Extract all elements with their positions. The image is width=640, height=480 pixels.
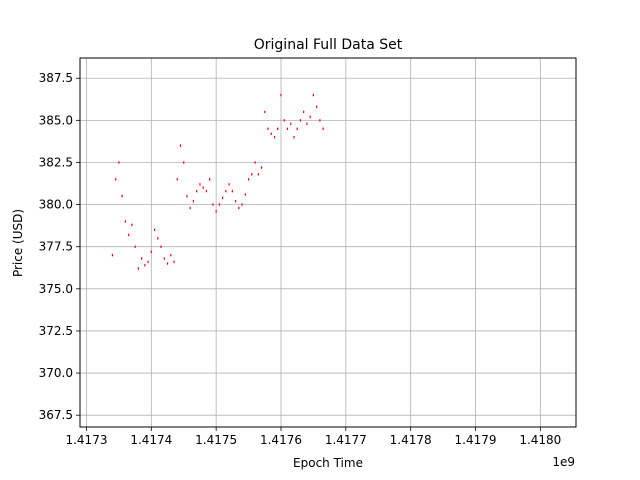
y-tick-label: 385.0 [39, 113, 73, 127]
data-point [257, 173, 259, 176]
grid-lines [80, 58, 576, 427]
data-point [222, 196, 224, 200]
data-point [290, 122, 292, 125]
data-point [293, 135, 295, 139]
data-point [179, 144, 182, 147]
data-point [319, 119, 321, 122]
data-point [238, 206, 240, 210]
data-point [202, 186, 204, 189]
data-point [309, 115, 311, 119]
data-point [118, 161, 120, 164]
data-point [322, 127, 324, 130]
data-point [260, 166, 263, 169]
data-point [196, 189, 198, 193]
y-tick-label: 367.5 [39, 408, 73, 422]
y-axis-ticks: 367.5 370.0 372.5 375.0 377.5 380.0 382.5 385.0… [39, 71, 80, 422]
data-point [215, 210, 217, 213]
data-point [147, 260, 149, 264]
x-tick-label: 1.4178 [390, 433, 432, 447]
data-point [247, 178, 250, 181]
data-point [170, 253, 172, 257]
y-axis-label: Price (USD) [11, 209, 25, 277]
data-point [270, 132, 272, 136]
data-point [228, 183, 230, 186]
data-point [111, 253, 114, 257]
data-point [244, 193, 246, 196]
x-axis-label: Epoch Time [293, 456, 363, 470]
data-point [205, 189, 208, 193]
data-point [218, 203, 220, 206]
data-point [267, 127, 269, 130]
chart-title: Original Full Data Set [254, 37, 403, 53]
data-point [212, 203, 214, 206]
data-point [296, 127, 298, 130]
data-point [160, 245, 162, 248]
data-point [153, 228, 156, 232]
data-point [306, 122, 308, 125]
y-tick-label: 375.0 [39, 282, 73, 296]
data-points [111, 93, 324, 270]
data-point [231, 189, 233, 193]
y-tick-label: 382.5 [39, 155, 73, 169]
data-point [209, 178, 211, 181]
x-tick-label: 1.4180 [519, 433, 561, 447]
data-point [277, 127, 279, 130]
x-tick-label: 1.4177 [325, 433, 367, 447]
data-point [131, 223, 133, 227]
x-axis-ticks: 1.4173 1.4174 1.4175 1.4176 1.4177 1.4178 1.41… [65, 427, 561, 447]
data-point [316, 105, 318, 109]
data-point [157, 237, 159, 240]
y-tick-label: 387.5 [39, 71, 73, 85]
data-point [189, 206, 191, 210]
data-point [286, 127, 289, 130]
data-point [225, 189, 227, 193]
data-point [134, 245, 136, 248]
data-point [312, 93, 315, 97]
data-point [241, 203, 243, 206]
data-point [280, 93, 282, 97]
x-tick-label: 1.4179 [455, 433, 497, 447]
data-point [176, 178, 178, 181]
data-point [144, 264, 146, 267]
x-axis-offset-label: 1e9 [552, 455, 575, 469]
x-tick-label: 1.4176 [260, 433, 302, 447]
data-point [264, 110, 266, 114]
data-point [137, 267, 139, 270]
data-point [124, 220, 126, 223]
data-point [186, 194, 188, 198]
data-point [163, 257, 165, 260]
data-point [303, 110, 305, 114]
data-point [254, 161, 256, 164]
data-point [150, 250, 152, 253]
data-point [235, 200, 237, 203]
data-point [121, 194, 123, 198]
data-point [283, 119, 285, 122]
data-point [199, 183, 201, 186]
data-point [251, 173, 253, 176]
data-point [140, 257, 143, 260]
y-tick-label: 372.5 [39, 324, 73, 338]
x-tick-label: 1.4175 [195, 433, 237, 447]
x-tick-label: 1.4173 [65, 433, 107, 447]
x-tick-label: 1.4174 [130, 433, 172, 447]
data-point [128, 233, 130, 237]
data-point [273, 135, 276, 139]
data-point [173, 260, 175, 264]
y-tick-label: 380.0 [39, 198, 73, 212]
data-point [166, 262, 169, 265]
data-point [192, 200, 195, 203]
plot-frame [79, 57, 577, 428]
data-point [183, 161, 185, 164]
data-point [299, 119, 302, 122]
y-tick-label: 377.5 [39, 240, 73, 254]
data-point [115, 178, 117, 181]
y-tick-label: 370.0 [39, 366, 73, 380]
